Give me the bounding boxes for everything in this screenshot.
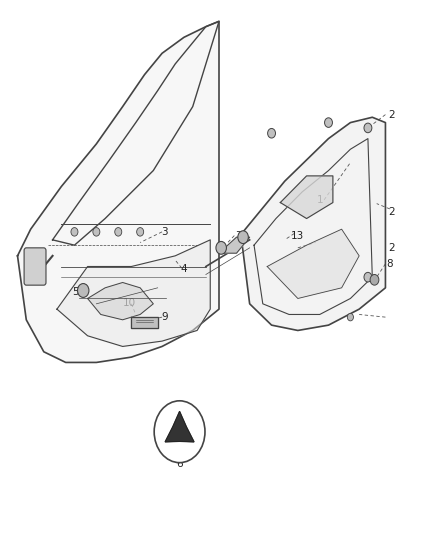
Text: 1: 1 — [316, 195, 323, 205]
Polygon shape — [131, 317, 158, 328]
Text: 13: 13 — [291, 231, 304, 241]
Text: 2: 2 — [389, 243, 396, 253]
Text: 2: 2 — [389, 207, 396, 216]
Circle shape — [347, 313, 353, 321]
Circle shape — [268, 128, 276, 138]
Circle shape — [370, 274, 379, 285]
Polygon shape — [267, 229, 359, 298]
Text: 6: 6 — [176, 459, 183, 469]
Polygon shape — [165, 411, 194, 442]
Circle shape — [216, 241, 226, 254]
Polygon shape — [57, 240, 210, 346]
Polygon shape — [219, 237, 250, 253]
Polygon shape — [18, 21, 219, 362]
Text: 10: 10 — [123, 298, 136, 308]
Circle shape — [78, 284, 89, 297]
Circle shape — [115, 228, 122, 236]
Polygon shape — [280, 176, 333, 219]
Text: 9: 9 — [161, 312, 168, 322]
Polygon shape — [241, 117, 385, 330]
Text: 4: 4 — [180, 264, 187, 274]
Circle shape — [364, 123, 372, 133]
FancyBboxPatch shape — [24, 248, 46, 285]
Circle shape — [154, 401, 205, 463]
Circle shape — [71, 228, 78, 236]
Circle shape — [364, 272, 372, 282]
Circle shape — [238, 231, 248, 244]
Circle shape — [137, 228, 144, 236]
Circle shape — [325, 118, 332, 127]
Text: 2: 2 — [389, 110, 396, 119]
Text: 3: 3 — [161, 227, 168, 237]
Text: 8: 8 — [386, 259, 393, 269]
Circle shape — [93, 228, 100, 236]
Text: 7: 7 — [235, 231, 242, 241]
Polygon shape — [88, 282, 153, 320]
Text: 5: 5 — [72, 287, 79, 297]
